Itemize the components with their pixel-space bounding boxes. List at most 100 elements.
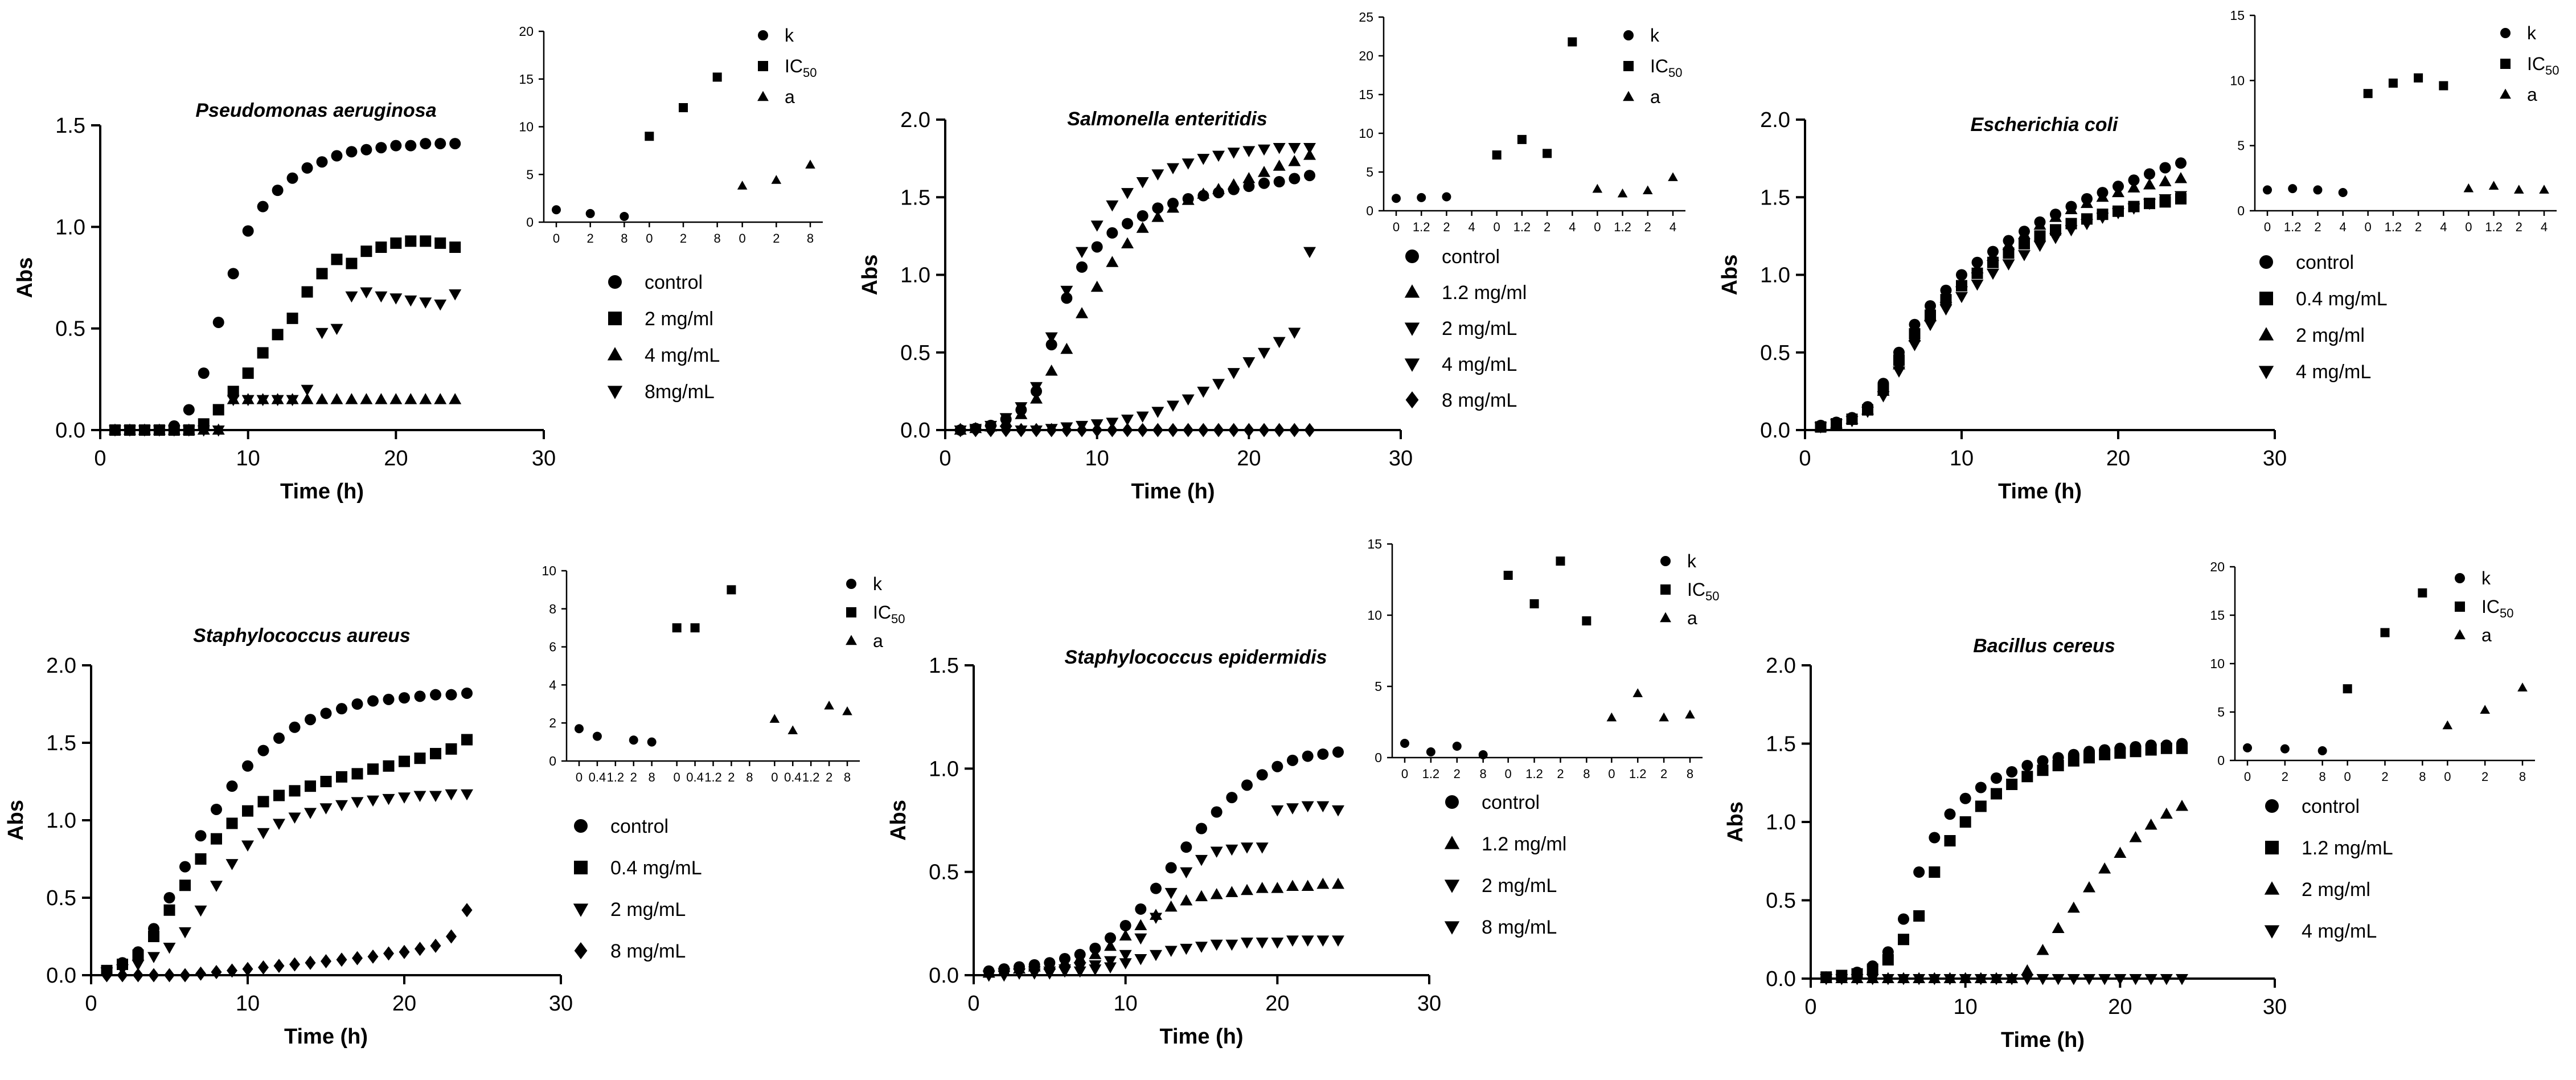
data-point-s3 — [1301, 801, 1314, 813]
legend-marker — [1404, 322, 1420, 336]
inset-y-tick-label: 5 — [2237, 138, 2245, 153]
data-point-s1 — [383, 693, 395, 705]
data-point-s4 — [2144, 974, 2157, 985]
inset-y-tick-label: 0 — [2217, 753, 2225, 768]
data-point-s2 — [1867, 963, 1878, 975]
data-point-s1 — [212, 316, 224, 328]
inset-point-k — [1442, 192, 1451, 202]
inset-x-tick-label: 0 — [674, 770, 680, 784]
data-point-s1 — [289, 721, 301, 733]
data-point-s4 — [383, 946, 394, 961]
data-point-s2 — [1060, 342, 1073, 354]
inset-point-k — [1417, 193, 1426, 202]
data-point-s3 — [1195, 854, 1208, 866]
inset-x-tick-label: 2 — [680, 231, 687, 246]
data-point-s1 — [1180, 841, 1192, 853]
data-point-s1 — [1944, 808, 1956, 820]
legend-label: 4 mg/mL — [645, 345, 720, 366]
data-point-s4 — [1197, 386, 1210, 398]
data-point-s2 — [420, 235, 432, 247]
inset-y-tick-label: 4 — [549, 677, 556, 692]
inset-y-tick-label: 15 — [2210, 608, 2225, 623]
data-point-s4 — [1225, 939, 1238, 951]
inset-point-ic50 — [2414, 73, 2423, 83]
data-point-s1 — [1076, 261, 1088, 273]
x-tick-label: 0 — [939, 447, 951, 471]
data-point-s2 — [375, 242, 387, 253]
y-tick-label: 1.0 — [1766, 811, 1796, 834]
legend-marker — [1405, 391, 1419, 408]
data-point-s1 — [1898, 913, 1909, 925]
data-point-s1 — [351, 698, 363, 710]
data-point-s1 — [1106, 227, 1118, 239]
inset-x-tick-label: 8 — [746, 770, 753, 784]
y-axis-label: Abs — [1724, 801, 1748, 842]
data-point-s1 — [375, 142, 387, 154]
y-tick-label: 2.0 — [1766, 654, 1796, 678]
x-tick-label: 10 — [236, 992, 260, 1016]
inset-x-tick-label: 2 — [1454, 767, 1461, 781]
data-point-s3 — [351, 797, 364, 808]
data-point-s3 — [335, 800, 348, 812]
inset-y-tick-label: 5 — [1375, 679, 1382, 694]
data-point-s3 — [2176, 800, 2188, 811]
y-tick-label: 1.0 — [900, 264, 930, 288]
data-point-s5 — [1061, 423, 1072, 437]
legend-marker — [2259, 292, 2273, 305]
data-point-s3 — [241, 840, 254, 852]
data-point-s4 — [195, 966, 206, 981]
data-point-s4 — [1073, 966, 1086, 978]
data-point-s1 — [195, 830, 207, 842]
data-point-s3 — [404, 393, 417, 404]
data-point-s5 — [1274, 423, 1285, 437]
data-point-s4 — [315, 328, 329, 339]
y-tick-label: 0.0 — [929, 964, 959, 988]
data-point-s4 — [1227, 368, 1240, 379]
inset-point-k — [620, 211, 629, 221]
data-point-s4 — [998, 971, 1011, 982]
data-point-s4 — [273, 959, 285, 973]
inset-x-tick-label: 2 — [728, 770, 735, 784]
data-point-s4 — [133, 968, 143, 983]
data-point-s2 — [1256, 882, 1269, 893]
data-point-s4 — [2033, 240, 2046, 252]
data-point-s1 — [272, 185, 284, 197]
data-point-s1 — [461, 687, 473, 699]
chart-title: Escherichia coli — [1971, 114, 2119, 136]
data-point-s3 — [304, 808, 317, 819]
data-point-s3 — [398, 792, 411, 804]
inset-x-tick-label: 2 — [587, 231, 594, 246]
inset-y-tick-label: 15 — [1367, 537, 1382, 551]
legend-label: 1.2 mg/ml — [1482, 833, 1566, 855]
data-point-s4 — [289, 957, 300, 972]
data-point-s3 — [445, 789, 458, 801]
data-point-s3 — [1316, 801, 1330, 813]
inset-legend-marker — [2455, 573, 2465, 583]
data-point-s1 — [1302, 750, 1314, 762]
data-point-s1 — [1256, 769, 1268, 781]
data-point-s1 — [179, 861, 191, 873]
data-point-s2 — [273, 789, 285, 801]
data-point-s4 — [1182, 394, 1195, 406]
legend-label: 2 mg/mL — [1442, 318, 1517, 339]
data-point-s4 — [301, 384, 314, 396]
inset-x-tick-label: 0.4 — [589, 770, 606, 784]
inset-point-k — [629, 735, 638, 745]
data-point-s1 — [257, 744, 269, 756]
data-point-s4 — [2083, 974, 2095, 985]
data-point-s3 — [315, 393, 329, 404]
data-point-s4 — [1013, 968, 1026, 980]
inset-point-a — [1642, 185, 1653, 195]
inset-x-tick-label: 2 — [2282, 770, 2288, 784]
x-tick-label: 0 — [94, 447, 106, 471]
inset-point-ic50 — [2388, 78, 2398, 88]
inset-y-tick-label: 0 — [1366, 203, 1373, 218]
data-point-s2 — [2176, 742, 2188, 754]
inset-legend-label: a — [1687, 608, 1697, 628]
x-tick-label: 30 — [2263, 447, 2287, 471]
inset-point-a — [2513, 185, 2524, 194]
x-tick-label: 10 — [1114, 992, 1138, 1016]
inset-point-a — [1617, 188, 1628, 198]
data-point-s4 — [1939, 304, 1952, 316]
data-point-s4 — [1180, 943, 1193, 955]
